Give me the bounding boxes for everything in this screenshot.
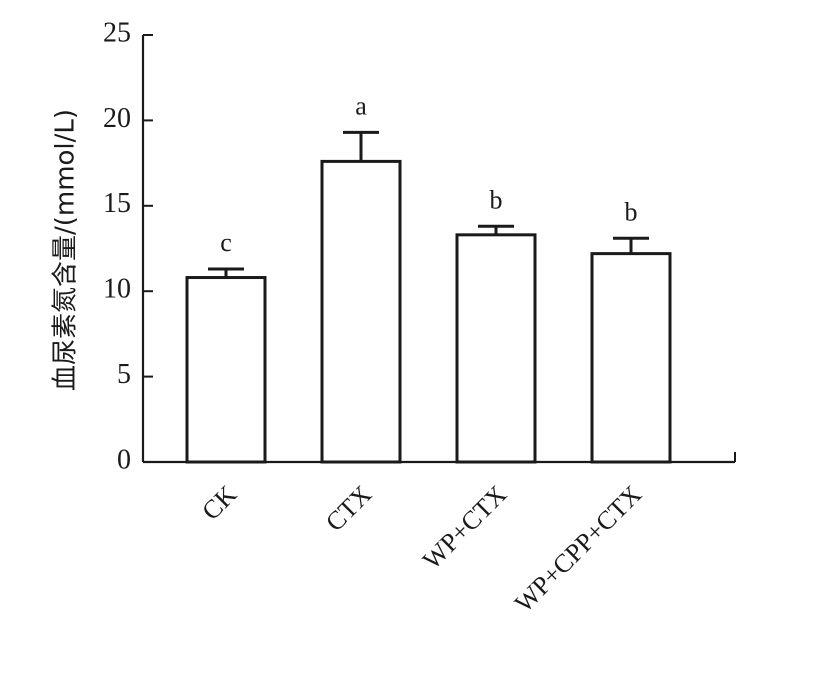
y-tick-label: 25 bbox=[103, 17, 131, 48]
x-tick-label: WP+CPP+CTX bbox=[509, 480, 647, 618]
significance-letter: b bbox=[625, 197, 638, 226]
significance-letter: b bbox=[490, 185, 503, 214]
x-tick-label: CTX bbox=[320, 480, 377, 537]
x-tick-label: CK bbox=[196, 480, 242, 526]
y-axis-label: 血尿素氮含量/(mmol/L) bbox=[51, 109, 81, 391]
bar bbox=[590, 252, 672, 464]
y-tick-label: 10 bbox=[103, 274, 131, 305]
bar bbox=[185, 276, 267, 464]
y-tick-label: 15 bbox=[103, 188, 131, 219]
x-tick-label: WP+CTX bbox=[417, 480, 512, 575]
y-tick-label: 5 bbox=[117, 359, 131, 390]
error-bars bbox=[208, 130, 649, 278]
bar bbox=[455, 233, 537, 464]
significance-letter: a bbox=[355, 91, 367, 120]
y-tick-label: 0 bbox=[117, 444, 131, 475]
bar bbox=[320, 159, 402, 464]
bars bbox=[185, 159, 672, 464]
y-axis: 0 5 10 15 20 25 bbox=[103, 17, 153, 475]
significance-letter: c bbox=[220, 228, 232, 257]
y-tick-label: 20 bbox=[103, 103, 131, 134]
significance-letters: c a b b bbox=[220, 91, 637, 257]
